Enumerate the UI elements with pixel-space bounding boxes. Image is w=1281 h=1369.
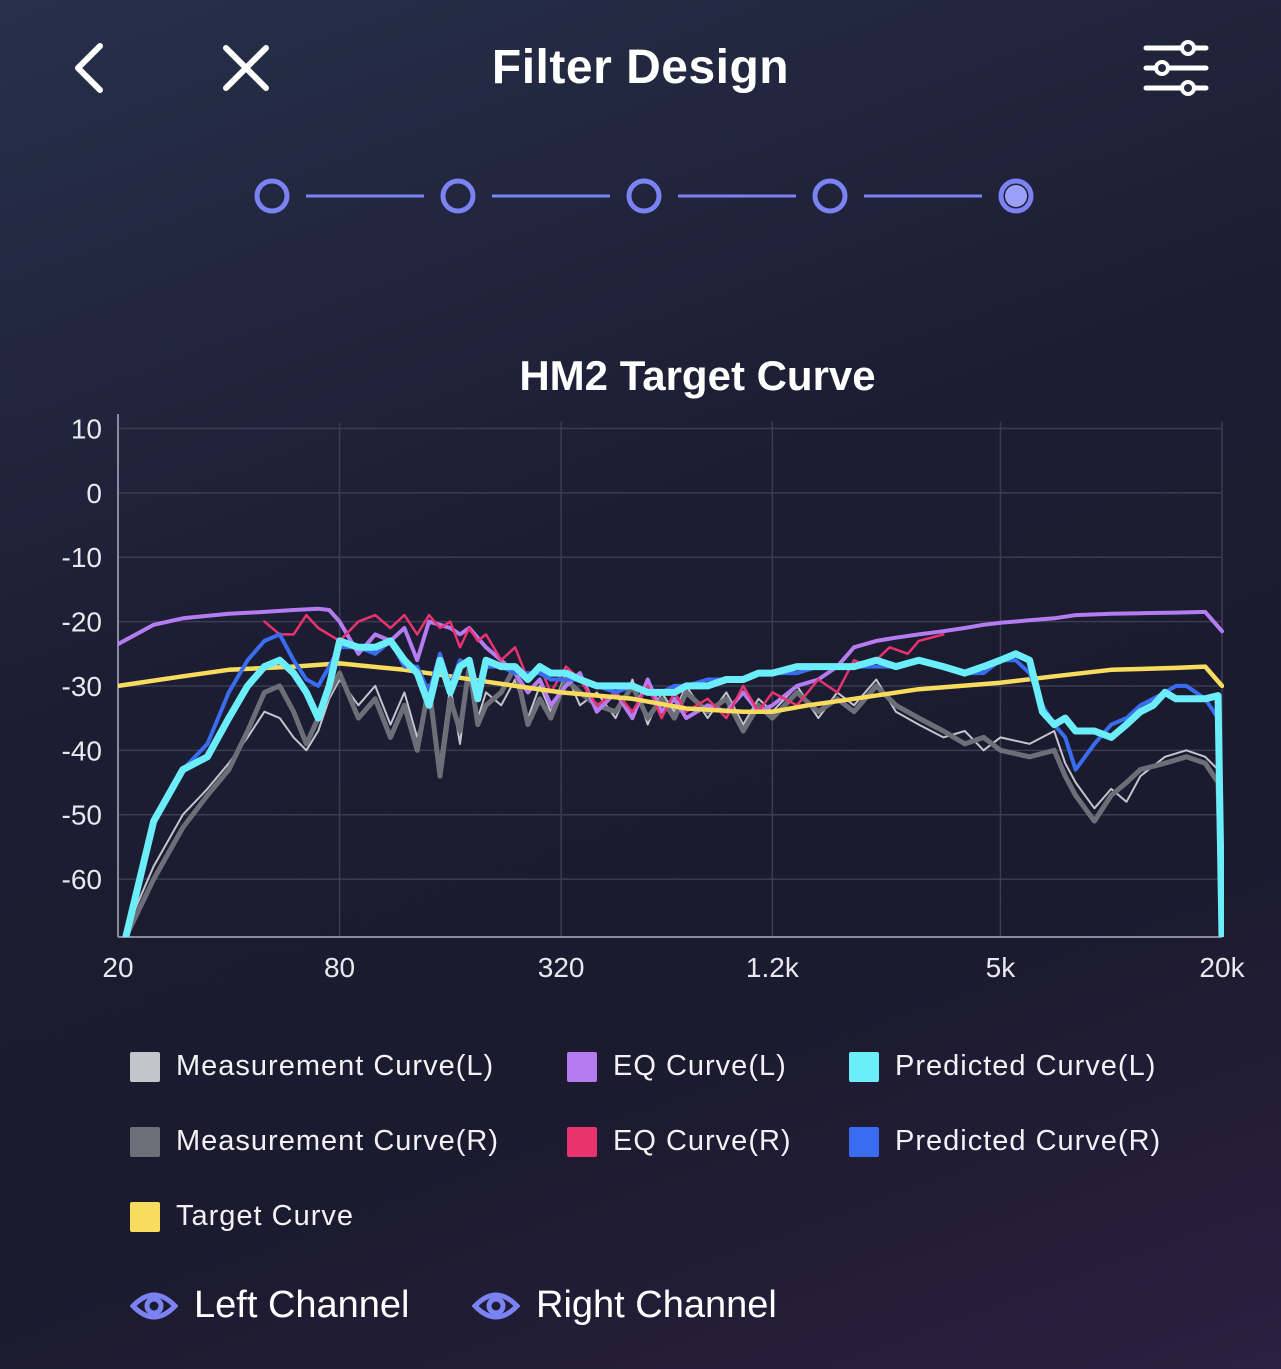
x-tick-label: 1.2k [746,952,800,983]
x-tick-label: 20 [102,952,133,983]
right-channel-label: Right Channel [536,1284,777,1326]
legend-swatch [849,1051,879,1082]
chart-grid [117,422,1223,937]
step-dot [626,178,662,214]
back-button[interactable] [60,38,116,98]
legend-item-target: Target Curve [130,1200,354,1233]
close-button[interactable] [216,38,276,98]
legend-item-eq-l: EQ Curve(L) [567,1050,787,1083]
legend-label: Predicted Curve(R) [895,1125,1162,1157]
x-tick-label: 320 [538,952,585,983]
legend-item-measurement-r: Measurement Curve(R) [130,1125,499,1158]
y-tick-label: -60 [62,864,102,895]
progress-stepper [254,178,1034,214]
series-measurement-curve-l [124,672,1223,937]
legend-swatch [849,1126,879,1157]
x-tick-label: 5k [986,952,1017,983]
legend-label: Target Curve [176,1200,355,1232]
page-title: Filter Design [491,41,790,94]
legend-label: Measurement Curve(R) [176,1125,499,1157]
legend-item-eq-r: EQ Curve(R) [567,1125,792,1158]
legend-item-measurement-l: Measurement Curve(L) [130,1050,494,1083]
x-tick-label: 20k [1199,952,1245,983]
legend-swatch [130,1201,160,1232]
legend-label: Predicted Curve(L) [895,1050,1157,1082]
close-icon [223,45,269,91]
channel-toggles: Left Channel Right Channel [130,1280,1130,1336]
left-channel-label: Left Channel [194,1284,410,1326]
frequency-response-chart: 10 0 -10 -20 -30 -40 -50 -60 20 80 320 1.2k 5k 20k [62,413,1246,983]
eye-icon [130,1292,178,1319]
settings-button[interactable] [1140,36,1212,100]
y-tick-label: 10 [71,413,102,444]
legend-swatch [130,1126,160,1157]
legend-label: Measurement Curve(L) [176,1050,495,1082]
series-predicted-curve-r [123,632,1224,937]
series-predicted-curve-l [122,637,1224,937]
chart-title: HM2 Target Curve [519,352,876,399]
x-tick-label: 80 [324,952,355,983]
eye-icon [472,1292,520,1319]
legend-label: EQ Curve(R) [613,1125,792,1157]
series-target-curve [118,661,1224,714]
legend-swatch [567,1051,597,1082]
step-dot [254,178,290,214]
y-tick-label: -30 [62,671,102,702]
step-current [998,178,1034,214]
left-channel-toggle[interactable]: Left Channel [130,1284,410,1327]
legend-swatch [567,1126,597,1157]
top-bar: Filter Design [0,0,1281,140]
y-tick-label: 0 [86,478,102,509]
right-channel-toggle[interactable]: Right Channel [472,1284,777,1327]
legend-item-predicted-l: Predicted Curve(L) [849,1050,1156,1083]
y-tick-label: -10 [62,542,102,573]
legend-item-predicted-r: Predicted Curve(R) [849,1125,1161,1158]
y-tick-label: -40 [62,735,102,766]
legend-label: EQ Curve(L) [613,1050,787,1082]
chevron-left-icon [75,43,103,93]
step-dot [440,178,476,214]
y-tick-label: -50 [62,800,102,831]
step-current-fill [1005,185,1027,207]
y-tick-label: -20 [62,607,102,638]
legend-swatch [130,1051,160,1082]
sliders-icon [1143,40,1209,96]
step-dot [812,178,848,214]
